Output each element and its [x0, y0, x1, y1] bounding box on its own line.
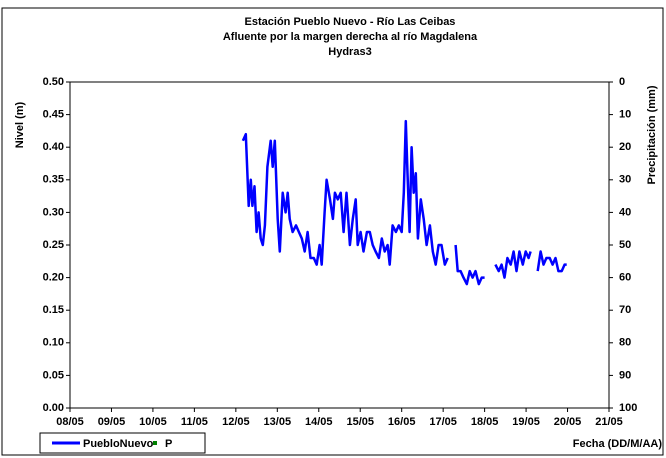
legend-label: PuebloNuevo	[83, 438, 154, 450]
x-tick-label: 21/05	[595, 416, 623, 428]
legend-box	[39, 432, 206, 454]
plot-area	[69, 81, 610, 409]
y2-axis-label: Precipitación (mm)	[646, 85, 658, 184]
y2-tick-label: 60	[619, 272, 631, 284]
y-tick-label: 0.35	[43, 174, 64, 186]
y-axis-label: Nivel (m)	[14, 101, 26, 148]
x-axis-label: Fecha (DD/M/AA)	[573, 438, 663, 450]
data-line	[241, 119, 567, 286]
x-tick-label: 15/05	[346, 416, 374, 428]
x-tick-label: 16/05	[388, 416, 416, 428]
y2-tick-label: 80	[619, 337, 631, 349]
x-tick-label: 20/05	[554, 416, 582, 428]
y-tick-label: 0.10	[43, 337, 64, 349]
y2-tick-label: 100	[619, 402, 637, 414]
x-tick-label: 19/05	[512, 416, 540, 428]
x-tick-label: 09/05	[98, 416, 126, 428]
legend-swatch	[153, 441, 157, 445]
x-tick-label: 08/05	[56, 416, 84, 428]
y2-tick-label: 50	[619, 239, 631, 251]
y2-tick-label: 70	[619, 304, 631, 316]
y-tick-label: 0.50	[43, 76, 64, 88]
y-tick-label: 0.40	[43, 141, 64, 153]
chart-title: Estación Pueblo Nuevo - Río Las Ceibas	[245, 16, 456, 28]
y-tick-label: 0.20	[43, 272, 64, 284]
x-tick-label: 12/05	[222, 416, 250, 428]
y2-tick-label: 20	[619, 141, 631, 153]
chart-annotation: Hydras3	[328, 46, 371, 58]
y-tick-label: 0.45	[43, 109, 64, 121]
x-tick-label: 18/05	[471, 416, 499, 428]
y2-tick-label: 90	[619, 369, 631, 381]
y2-tick-label: 30	[619, 174, 631, 186]
y-tick-label: 0.00	[43, 402, 64, 414]
legend-label: P	[165, 438, 172, 450]
chart-subtitle: Afluente por la margen derecha al río Ma…	[223, 31, 478, 43]
x-tick-label: 10/05	[139, 416, 167, 428]
y2-tick-label: 0	[619, 76, 625, 88]
y2-tick-label: 40	[619, 206, 631, 218]
y-tick-label: 0.05	[43, 369, 64, 381]
y2-tick-label: 10	[619, 109, 631, 121]
x-tick-label: 13/05	[264, 416, 292, 428]
x-tick-label: 11/05	[181, 416, 208, 428]
y-tick-label: 0.25	[43, 239, 64, 251]
x-tick-label: 14/05	[305, 416, 333, 428]
y-tick-label: 0.30	[43, 206, 64, 218]
x-tick-label: 17/05	[429, 416, 457, 428]
y-tick-label: 0.15	[43, 304, 64, 316]
